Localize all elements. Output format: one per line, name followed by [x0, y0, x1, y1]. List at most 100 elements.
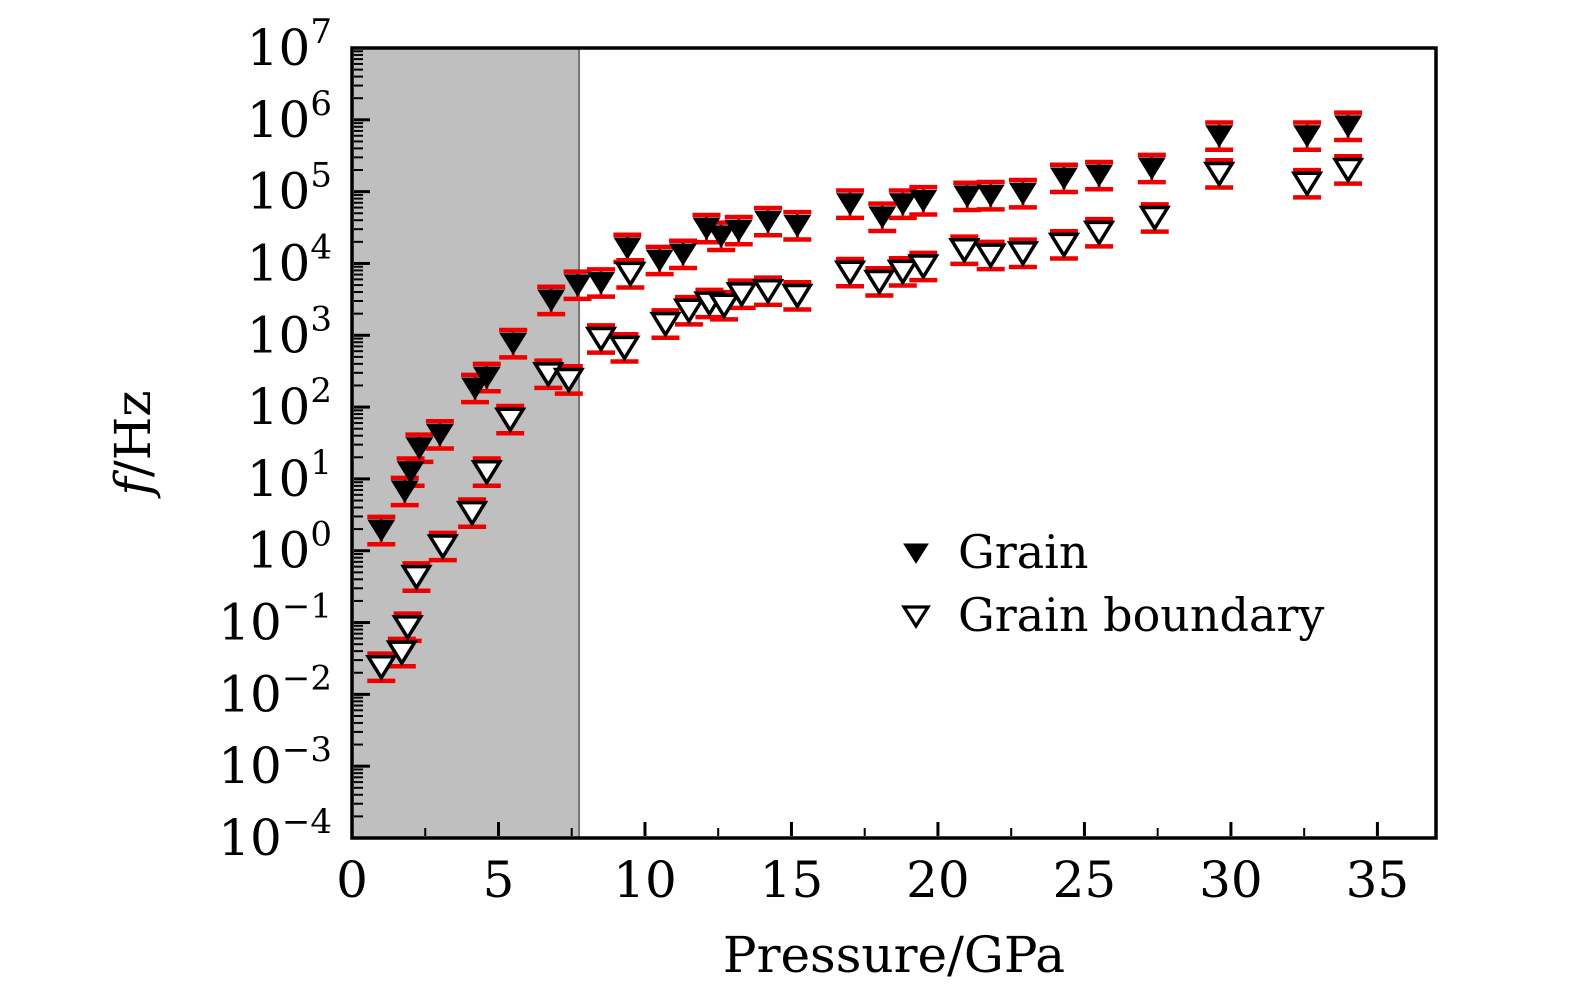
data-point-grain	[367, 519, 396, 543]
data-point-grain	[783, 214, 812, 238]
data-point-grain	[1085, 164, 1113, 188]
data-point-grain-boundary	[781, 283, 814, 310]
y-tick-label: 100	[247, 515, 332, 580]
data-point-grain	[390, 480, 419, 503]
data-point-grain-boundary	[1082, 220, 1116, 247]
data-point-grain-boundary	[1290, 171, 1324, 198]
plot-frame-rect	[350, 46, 1438, 840]
y-tick-label: 10−4	[218, 802, 332, 867]
data-point-grain	[1293, 125, 1321, 148]
data-point-grain	[499, 332, 528, 356]
data-point-grain	[836, 193, 864, 216]
data-point-grain-boundary	[552, 367, 585, 394]
data-point-grain-boundary	[455, 500, 489, 527]
data-point-grain-boundary	[385, 640, 418, 667]
data-point-grain-boundary	[1006, 241, 1040, 268]
data-point-grain-boundary	[1047, 232, 1081, 259]
y-tick-label: 101	[247, 443, 332, 508]
y-tick-label: 105	[247, 156, 332, 221]
data-point-grain-boundary	[1138, 205, 1171, 232]
series-grain-boundary	[365, 154, 1365, 684]
data-point-grain-boundary	[948, 238, 981, 265]
y-tick-label: 10−2	[218, 658, 332, 723]
x-axis-title: Pressure/GPa	[723, 926, 1065, 984]
data-point-grain-boundary	[751, 279, 785, 306]
y-tick-label: 103	[247, 299, 332, 364]
data-point-grain	[909, 189, 938, 213]
data-point-grain-boundary	[672, 298, 706, 325]
data-point-grain	[405, 437, 434, 460]
data-point-grain-boundary	[365, 655, 398, 682]
data-point-grain-boundary	[1203, 161, 1236, 188]
data-point-grain	[707, 225, 736, 248]
data-series-layer	[365, 110, 1365, 684]
data-point-grain-boundary	[833, 260, 867, 287]
legend-label: Grain boundary	[958, 588, 1324, 642]
shaded-region	[352, 48, 581, 838]
data-point-grain	[587, 272, 615, 295]
data-point-grain	[1137, 157, 1166, 180]
data-point-grain	[669, 243, 697, 266]
data-point-grain-boundary	[863, 269, 896, 296]
y-axis-title: f/Hz	[104, 390, 162, 499]
y-tick-label: 10−1	[218, 587, 332, 652]
y-tick-label: 106	[247, 84, 332, 149]
x-tick-label: 20	[906, 851, 970, 909]
data-point-grain	[563, 274, 592, 297]
legend-item: Grain	[903, 525, 1089, 579]
data-point-grain	[868, 206, 897, 229]
data-point-grain-boundary	[584, 326, 618, 353]
x-tick-label: 30	[1199, 851, 1263, 909]
data-point-grain-boundary	[649, 311, 682, 338]
x-tick-label: 35	[1346, 851, 1410, 909]
data-point-grain-boundary	[391, 615, 424, 642]
x-tick-label: 5	[483, 851, 515, 909]
x-tick-label: 15	[760, 851, 824, 909]
data-point-grain-boundary	[907, 254, 940, 281]
data-point-grain-boundary	[608, 335, 641, 362]
data-point-grain	[461, 377, 489, 401]
axis-ticks	[350, 46, 1379, 840]
data-point-grain	[888, 193, 917, 216]
data-point-grain-boundary	[707, 293, 741, 320]
y-tick-label: 10−3	[218, 730, 332, 795]
data-point-grain	[472, 366, 501, 390]
data-point-grain	[953, 185, 982, 208]
data-point-grain	[1334, 115, 1363, 138]
data-point-grain	[396, 461, 425, 484]
open-triangle-down-icon	[901, 605, 931, 629]
data-point-grain	[1009, 182, 1037, 206]
data-point-grain-boundary	[1331, 157, 1365, 184]
data-point-grain	[976, 184, 1005, 208]
data-point-grain	[754, 210, 782, 234]
y-tick-label: 104	[247, 227, 332, 292]
data-point-grain-boundary	[494, 407, 527, 434]
x-tick-label: 0	[336, 851, 368, 909]
series-grain	[367, 110, 1363, 547]
y-tick-label: 107	[247, 12, 332, 77]
x-tick-label: 25	[1053, 851, 1117, 909]
data-point-grain-boundary	[426, 534, 459, 561]
data-point-grain	[613, 237, 642, 260]
data-point-grain-boundary	[974, 243, 1007, 270]
data-point-grain-boundary	[886, 259, 919, 286]
data-point-grain-boundary	[725, 282, 758, 309]
data-point-grain	[1205, 125, 1234, 148]
data-point-grain-boundary	[614, 261, 647, 288]
legend: Grain Grain boundary	[901, 525, 1324, 642]
x-tick-label: 10	[613, 851, 677, 909]
data-point-grain	[537, 289, 566, 312]
filled-triangle-down-icon	[903, 543, 929, 564]
data-point-grain	[1050, 167, 1078, 190]
data-point-grain-boundary	[470, 459, 503, 487]
data-point-grain	[724, 219, 753, 243]
y-tick-label: 102	[247, 371, 332, 436]
plot-frame	[350, 46, 1438, 840]
legend-label: Grain	[958, 525, 1089, 579]
legend-item: Grain boundary	[901, 588, 1324, 642]
data-point-grain	[425, 423, 454, 447]
data-point-grain-boundary	[400, 564, 433, 591]
